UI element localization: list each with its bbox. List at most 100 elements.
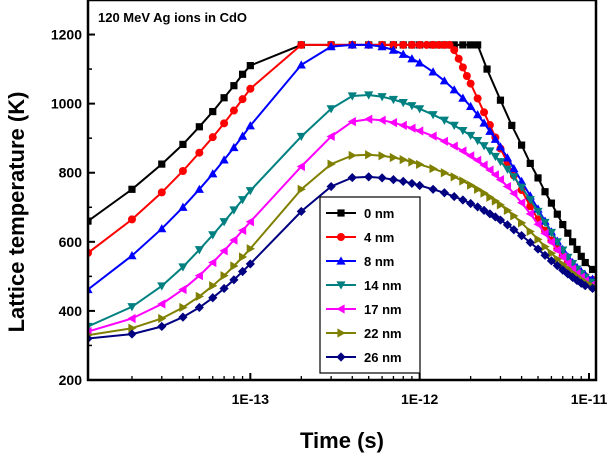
data-point-0-nm (474, 41, 482, 49)
data-point-22-nm (510, 211, 519, 221)
data-point-22-nm (128, 323, 137, 333)
data-point-17-nm (326, 131, 335, 142)
x-tick-label: 1E-11 (571, 391, 608, 407)
x-tick-label: 1E-12 (401, 391, 439, 407)
data-point-14-nm (364, 91, 374, 100)
legend-item-26-nm: 26 nm (326, 350, 402, 365)
data-point-8-nm (245, 121, 255, 130)
data-point-17-nm (377, 115, 386, 125)
y-tick-label: 800 (59, 165, 83, 181)
data-point-22-nm (327, 159, 336, 169)
data-point-0-nm (553, 210, 561, 218)
data-point-14-nm (525, 196, 535, 205)
data-point-22-nm (491, 196, 500, 206)
data-point-8-nm (377, 42, 387, 51)
data-point-14-nm (458, 126, 468, 136)
data-point-4-nm (450, 46, 459, 55)
data-point-8-nm (449, 85, 459, 94)
data-point-17-nm (388, 118, 398, 128)
data-point-17-nm (415, 126, 424, 136)
data-point-26-nm (377, 173, 387, 183)
data-point-0-nm (450, 41, 458, 49)
data-point-22-nm (195, 291, 204, 301)
data-point-26-nm (428, 184, 438, 194)
legend-label: 0 nm (364, 206, 394, 221)
data-point-4-nm (178, 167, 187, 175)
legend: 0 nm 4 nm 8 nm 14 nm 17 nm 22 nm 26 nm (319, 196, 421, 374)
data-point-0-nm (496, 96, 505, 104)
data-point-22-nm (526, 226, 535, 237)
data-point-0-nm (547, 199, 556, 207)
data-point-26-nm (473, 202, 483, 212)
data-point-14-nm (296, 132, 306, 142)
data-point-22-nm (399, 155, 408, 165)
data-point-22-nm (365, 150, 374, 160)
y-tick-label: 200 (59, 372, 83, 388)
data-point-14-nm (407, 102, 417, 111)
data-point-8-nm (364, 40, 374, 49)
legend-swatch-marker (336, 352, 346, 362)
data-point-26-nm (587, 283, 596, 294)
data-point-17-nm (237, 225, 247, 236)
data-point-14-nm (194, 246, 204, 255)
data-point-26-nm (479, 205, 489, 215)
data-point-0-nm (541, 188, 549, 196)
data-point-26-nm (540, 250, 550, 260)
data-point-0-nm (179, 140, 187, 148)
series-layer (88, 40, 596, 344)
y-axis-title: Lattice temperature (K) (4, 92, 29, 333)
data-point-26-nm (326, 181, 336, 192)
data-point-8-nm (229, 142, 239, 152)
data-point-0-nm (88, 217, 92, 225)
data-point-26-nm (178, 312, 188, 322)
data-point-17-nm (347, 117, 356, 127)
data-point-0-nm (483, 65, 491, 73)
data-point-0-nm (209, 107, 217, 116)
data-point-17-nm (229, 235, 238, 245)
data-point-4-nm (458, 63, 467, 72)
data-point-17-nm (439, 136, 449, 146)
data-point-17-nm (407, 123, 416, 133)
data-point-26-nm (296, 206, 306, 217)
data-point-4-nm (415, 40, 424, 49)
data-point-14-nm (546, 228, 557, 238)
data-point-8-nm (407, 54, 417, 63)
data-point-22-nm (158, 313, 167, 324)
legend-label: 26 nm (364, 350, 402, 365)
data-point-4-nm (157, 188, 166, 197)
data-point-22-nm (553, 254, 562, 264)
data-point-4-nm (445, 40, 454, 49)
data-point-4-nm (389, 40, 398, 49)
data-point-8-nm (473, 110, 483, 119)
data-point-26-nm (576, 278, 586, 288)
data-point-8-nm (495, 142, 506, 151)
data-point-4-nm (466, 79, 475, 88)
data-point-26-nm (490, 212, 500, 222)
data-point-26-nm (229, 275, 239, 285)
data-point-8-nm (347, 40, 357, 49)
data-point-14-nm (237, 196, 248, 205)
y-tick-label: 1000 (51, 96, 82, 112)
data-point-17-nm (540, 228, 549, 239)
data-point-8-nm (296, 60, 306, 69)
data-point-17-nm (533, 219, 542, 229)
legend-swatch-marker (336, 281, 346, 290)
chart-title: 120 MeV Ag ions in CdO (98, 10, 247, 25)
data-point-22-nm (209, 281, 218, 291)
data-point-0-nm (459, 41, 467, 49)
data-point-8-nm (502, 153, 513, 162)
data-point-26-nm (495, 215, 506, 225)
legend-label: 4 nm (364, 230, 394, 245)
y-tick-label: 600 (59, 234, 83, 250)
data-point-0-nm (518, 141, 526, 149)
data-point-22-nm (496, 200, 506, 210)
data-point-8-nm (485, 126, 495, 135)
legend-swatch-marker (337, 328, 346, 338)
data-point-4-nm (407, 40, 416, 49)
data-point-8-nm (219, 155, 229, 164)
data-point-26-nm (127, 329, 137, 339)
data-point-0-nm (581, 258, 589, 267)
data-point-22-nm (408, 157, 417, 167)
data-point-0-nm (246, 62, 254, 70)
data-point-17-nm (449, 141, 458, 151)
